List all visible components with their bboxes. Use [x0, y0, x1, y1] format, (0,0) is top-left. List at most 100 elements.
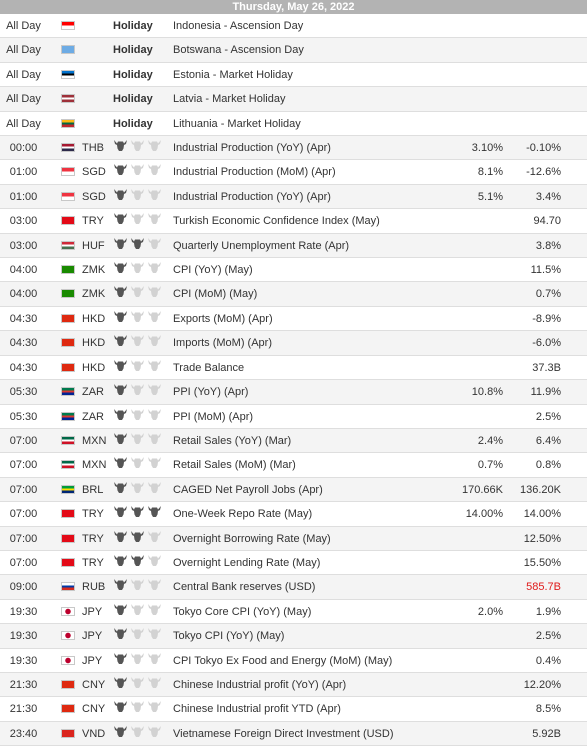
event-name[interactable]: Industrial Production (MoM) (Apr): [173, 166, 336, 179]
currency-code: HKD: [82, 337, 106, 350]
event-row[interactable]: 19:30 JPY CPI Tokyo Ex Food and Energy (Mo…: [0, 648, 587, 673]
event-name[interactable]: CPI (YoY) (May): [173, 264, 253, 277]
country-flag-icon: [61, 557, 75, 567]
bull-icon: [114, 209, 127, 225]
bull-icon: [114, 405, 127, 420]
bull-icon: [148, 136, 161, 152]
event-row[interactable]: 04:30 HKD Trade Balance 37.3B: [0, 355, 587, 381]
event-row[interactable]: 21:30 CNY Chinese Industrial profit (YoY) …: [0, 672, 587, 698]
event-name[interactable]: Overnight Lending Rate (May): [173, 556, 321, 569]
bull-icon: [148, 380, 161, 396]
currency-code: HKD: [82, 361, 106, 374]
event-name[interactable]: Indonesia - Ascension Day: [173, 20, 304, 32]
event-row[interactable]: 07:00 TRY One-Week Repo Rate (May) 14.00% 14…: [0, 502, 587, 527]
event-name[interactable]: One-Week Repo Rate (May): [173, 508, 313, 521]
event-row[interactable]: 03:00 HUF Quarterly Unemployment Rate (Apr…: [0, 233, 587, 259]
currency-code: JPY: [82, 605, 103, 618]
event-time: 07:00: [9, 459, 38, 472]
event-name[interactable]: CPI (MoM) (May): [173, 288, 258, 301]
event-name[interactable]: Turkish Economic Confidence Index (May): [173, 215, 380, 228]
event-name[interactable]: Lithuania - Market Holiday: [173, 117, 301, 130]
bull-icon: [131, 527, 144, 542]
event-row[interactable]: 07:00 MXN Retail Sales (MoM) (Mar) 0.7% 0.8%: [0, 453, 587, 478]
event-row[interactable]: 01:00 SGD Industrial Production (YoY) (Apr…: [0, 184, 587, 210]
event-row[interactable]: All Day Holiday Lithuania - Market Holiday: [0, 111, 587, 137]
event-name[interactable]: PPI (YoY) (Apr): [173, 386, 249, 399]
event-name[interactable]: Overnight Borrowing Rate (May): [173, 532, 331, 545]
bull-icon: [131, 405, 144, 420]
event-name[interactable]: Central Bank reserves (USD): [173, 581, 316, 594]
event-row[interactable]: All Day Holiday Botswana - Ascension Day: [0, 38, 587, 63]
currency-code: MXN: [82, 434, 107, 447]
event-name[interactable]: Tokyo Core CPI (YoY) (May): [173, 605, 312, 618]
event-time: 21:30: [9, 703, 38, 716]
bull-icon: [148, 405, 161, 420]
event-name[interactable]: CPI Tokyo Ex Food and Energy (MoM) (May): [173, 654, 393, 667]
event-name[interactable]: CAGED Net Payroll Jobs (Apr): [173, 483, 323, 496]
country-flag-icon: [61, 143, 75, 153]
event-row[interactable]: All Day Holiday Estonia - Market Holiday: [0, 62, 587, 88]
event-name[interactable]: Tokyo CPI (YoY) (May): [173, 630, 285, 643]
event-name[interactable]: Botswana - Ascension Day: [173, 44, 304, 57]
previous-value: 11.9%: [530, 386, 561, 399]
event-row[interactable]: 04:00 ZMK CPI (MoM) (May) 0.7%: [0, 282, 587, 307]
bull-icon: [114, 356, 127, 371]
event-row[interactable]: 04:00 ZMK CPI (YoY) (May) 11.5%: [0, 258, 587, 283]
event-name[interactable]: Imports (MoM) (Apr): [173, 337, 272, 350]
event-time: 04:30: [9, 312, 38, 325]
event-name[interactable]: Quarterly Unemployment Rate (Apr): [173, 239, 350, 252]
event-row[interactable]: 00:00 THB Industrial Production (YoY) (Apr…: [0, 136, 587, 161]
event-row[interactable]: 05:30 ZAR PPI (YoY) (Apr) 10.8% 11.9%: [0, 380, 587, 405]
event-time: 05:30: [9, 410, 38, 423]
event-row[interactable]: 19:30 JPY Tokyo CPI (YoY) (May) 2.5%: [0, 624, 587, 649]
country-flag-icon: [61, 265, 75, 275]
event-row[interactable]: All Day Holiday Indonesia - Ascension Day: [0, 14, 587, 39]
event-time: 07:00: [9, 532, 38, 545]
bull-icon: [148, 575, 161, 591]
currency-code: ZAR: [82, 410, 104, 423]
event-row[interactable]: 03:00 TRY Turkish Economic Confidence Inde…: [0, 209, 587, 234]
event-time: All Day: [6, 44, 41, 57]
bull-icon: [148, 185, 161, 200]
bull-icon: [131, 429, 144, 444]
event-row[interactable]: 07:00 BRL CAGED Net Payroll Jobs (Apr) 170.…: [0, 477, 587, 503]
event-row[interactable]: 01:00 SGD Industrial Production (MoM) (Apr…: [0, 160, 587, 185]
event-name[interactable]: Chinese Industrial profit YTD (Apr): [173, 703, 341, 716]
event-name[interactable]: Latvia - Market Holiday: [173, 93, 286, 106]
event-name[interactable]: Vietnamese Foreign Direct Investment (US…: [173, 727, 394, 740]
currency-code: SGD: [82, 190, 106, 203]
event-name[interactable]: PPI (MoM) (Apr): [173, 410, 254, 423]
event-time: All Day: [6, 117, 41, 130]
country-flag-icon: [61, 387, 75, 397]
currency-code: SGD: [82, 166, 106, 179]
country-flag-icon: [61, 118, 75, 128]
bull-icon: [131, 478, 144, 493]
event-name[interactable]: Industrial Production (YoY) (Apr): [173, 142, 331, 155]
event-name[interactable]: Trade Balance: [173, 361, 245, 374]
event-name[interactable]: Industrial Production (YoY) (Apr): [173, 190, 331, 203]
bull-icon: [114, 258, 127, 274]
bull-icon: [114, 307, 127, 322]
country-flag-icon: [61, 167, 75, 177]
event-name[interactable]: Exports (MoM) (Apr): [173, 312, 273, 325]
event-row[interactable]: 19:30 JPY Tokyo Core CPI (YoY) (May) 2.0% 1.…: [0, 599, 587, 625]
event-row[interactable]: 04:30 HKD Exports (MoM) (Apr) -8.9%: [0, 306, 587, 332]
currency-code: JPY: [82, 630, 103, 643]
event-time: 04:00: [9, 264, 38, 277]
event-row[interactable]: 23:40 VND Vietnamese Foreign Direct Invest…: [0, 721, 587, 747]
event-row[interactable]: 07:00 TRY Overnight Borrowing Rate (May) 12…: [0, 526, 587, 551]
event-row[interactable]: 09:00 RUB Central Bank reserves (USD) 585.7…: [0, 575, 587, 600]
event-row[interactable]: All Day Holiday Latvia - Market Holiday: [0, 87, 587, 112]
bull-icon: [148, 331, 161, 347]
event-name[interactable]: Chinese Industrial profit (YoY) (Apr): [173, 678, 347, 691]
event-row[interactable]: 04:30 HKD Imports (MoM) (Apr) -6.0%: [0, 331, 587, 356]
previous-value: 12.20%: [523, 678, 561, 691]
event-row[interactable]: 21:30 CNY Chinese Industrial profit YTD (A…: [0, 697, 587, 722]
event-row[interactable]: 05:30 ZAR PPI (MoM) (Apr) 2.5%: [0, 404, 587, 429]
event-name[interactable]: Estonia - Market Holiday: [173, 68, 293, 81]
event-row[interactable]: 07:00 TRY Overnight Lending Rate (May) 15.5…: [0, 550, 587, 576]
event-name[interactable]: Retail Sales (YoY) (Mar): [173, 434, 292, 447]
event-name[interactable]: Retail Sales (MoM) (Mar): [173, 459, 296, 472]
event-row[interactable]: 07:00 MXN Retail Sales (YoY) (Mar) 2.4% 6.4%: [0, 428, 587, 454]
currency-code: VND: [82, 727, 106, 740]
